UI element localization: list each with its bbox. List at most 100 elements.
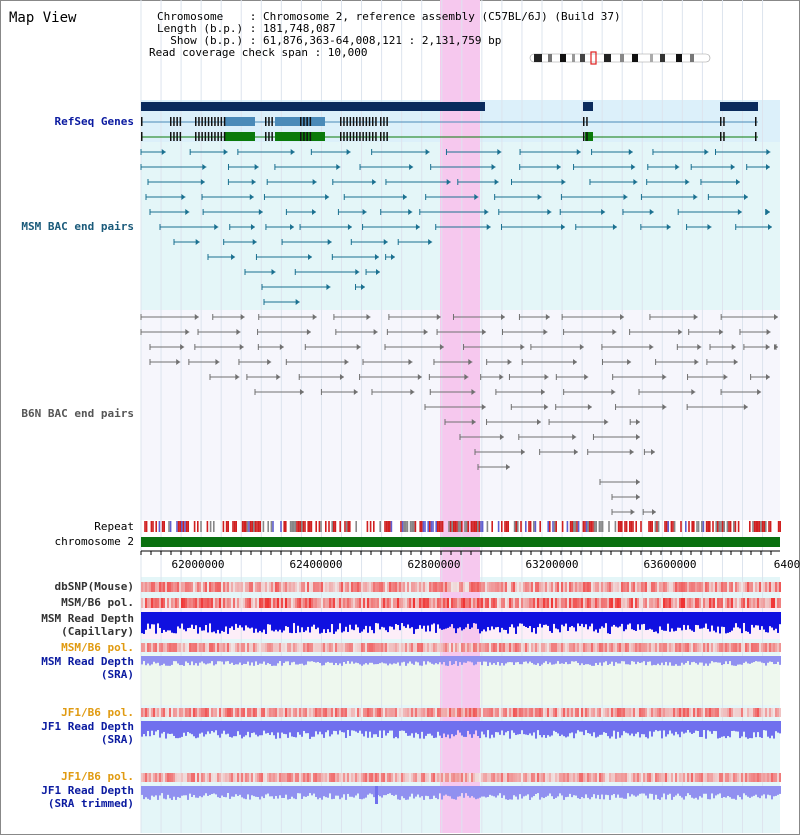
depth-bar	[441, 656, 443, 665]
depth-bar	[599, 786, 601, 800]
repeat-mark	[617, 521, 620, 532]
depth-bar	[417, 786, 419, 795]
label-chromosome[interactable]: chromosome 2	[54, 535, 134, 548]
depth-bar	[181, 721, 183, 737]
pol-strip-cell	[779, 582, 781, 592]
depth-bar	[605, 786, 607, 795]
chromosome-bar[interactable]	[141, 537, 780, 547]
depth-bar	[181, 786, 183, 796]
polymorphism-tracks[interactable]	[141, 582, 781, 782]
pol-strip-cell	[683, 598, 685, 608]
repeat-track[interactable]	[144, 521, 781, 532]
label-msm-bac[interactable]: MSM BAC end pairs	[21, 220, 134, 233]
label-b6n-bac[interactable]: B6N BAC end pairs	[21, 407, 134, 420]
pol-strip-cell	[481, 582, 483, 592]
pol-strip-cell	[529, 582, 531, 592]
pol-strip-cell	[727, 773, 729, 782]
depth-bar	[287, 656, 289, 662]
pol-strip-cell	[303, 582, 305, 592]
gene-tick	[220, 117, 223, 126]
pol-strip-cell	[319, 582, 321, 592]
depth-bar	[413, 656, 415, 665]
repeat-mark	[297, 521, 300, 532]
depth-bar	[209, 612, 211, 624]
pol-strip-cell	[163, 708, 165, 717]
pol-strip-cell	[743, 643, 745, 652]
pol-strip-cell	[323, 643, 325, 652]
depth-bar	[681, 786, 683, 798]
depth-bar	[273, 786, 275, 799]
pol-strip-cell	[643, 582, 645, 592]
label-jf1-b6-pol-2[interactable]: JF1/B6 pol.	[61, 770, 134, 783]
pol-strip-cell	[147, 708, 149, 717]
pol-strip-cell	[313, 643, 315, 652]
label-repeat[interactable]: Repeat	[94, 520, 134, 533]
pol-strip-cell	[565, 598, 567, 608]
repeat-mark	[649, 521, 652, 532]
depth-bar	[323, 656, 325, 666]
depth-bar	[631, 786, 633, 795]
pol-strip-cell	[209, 708, 211, 717]
repeat-mark	[656, 521, 658, 532]
pol-strip-cell	[379, 773, 381, 782]
depth-bar	[219, 656, 221, 662]
pol-strip-cell	[527, 708, 529, 717]
label-jf1-depth-trim[interactable]: JF1 Read Depth	[41, 784, 134, 797]
pol-strip-cell	[747, 773, 749, 782]
label-jf1-depth-sra[interactable]: JF1 Read Depth	[41, 720, 134, 733]
pol-strip-cell	[499, 598, 501, 608]
pol-strip-cell	[155, 708, 157, 717]
label-refseq-genes[interactable]: RefSeq Genes	[54, 115, 134, 128]
refseq-genes-track[interactable]	[141, 102, 758, 141]
repeat-mark	[585, 521, 588, 532]
label-msm-depth-sra[interactable]: MSM Read Depth	[41, 655, 134, 668]
pol-strip-cell	[295, 773, 297, 782]
pol-strip-cell	[561, 773, 563, 782]
depth-bar	[161, 612, 163, 633]
depth-bar	[429, 721, 431, 734]
pol-strip-cell	[273, 773, 275, 782]
pol-strip-cell	[747, 598, 749, 608]
pol-strip-cell	[713, 598, 715, 608]
pol-strip-cell	[367, 643, 369, 652]
depth-bar	[653, 721, 655, 732]
depth-bar	[221, 656, 223, 662]
pol-strip-cell	[401, 598, 403, 608]
depth-bar	[507, 656, 509, 663]
pol-strip-cell	[673, 708, 675, 717]
pol-strip-cell	[713, 643, 715, 652]
depth-bar	[173, 656, 175, 662]
msm-bac-pairs-track[interactable]	[140, 149, 772, 305]
label-msm-b6-pol-2[interactable]: MSM/B6 pol.	[61, 641, 134, 654]
pol-strip-cell	[321, 708, 323, 717]
repeat-mark	[254, 521, 257, 532]
pol-strip-cell	[377, 773, 379, 782]
pol-strip-cell	[687, 643, 689, 652]
label-dbsnp[interactable]: dbSNP(Mouse)	[54, 580, 134, 593]
pol-strip-cell	[381, 582, 383, 592]
pol-strip-cell	[761, 773, 763, 782]
chromosome-ideogram[interactable]	[529, 51, 711, 65]
bac-pair-arrow	[604, 419, 609, 425]
depth-bar	[323, 786, 325, 797]
depth-bar	[603, 786, 605, 800]
pol-strip-cell	[639, 582, 641, 592]
pol-strip-cell	[739, 773, 741, 782]
pol-strip-cell	[463, 598, 465, 608]
depth-bar	[439, 786, 441, 794]
highlight-region[interactable]	[440, 0, 480, 833]
label-msm-depth-cap[interactable]: MSM Read Depth	[41, 612, 134, 625]
b6n-bac-pairs-track[interactable]	[140, 314, 778, 515]
label-msm-b6-pol-1[interactable]: MSM/B6 pol.	[61, 596, 134, 609]
depth-bar	[297, 612, 299, 626]
read-depth-tracks[interactable]	[141, 612, 781, 804]
depth-bar	[167, 612, 169, 631]
pol-strip-cell	[271, 582, 273, 592]
label-jf1-b6-pol-1[interactable]: JF1/B6 pol.	[61, 706, 134, 719]
depth-bar	[641, 656, 643, 663]
depth-bar	[383, 612, 385, 628]
depth-bar	[265, 721, 267, 734]
depth-bar	[477, 612, 479, 629]
pol-strip-cell	[353, 773, 355, 782]
